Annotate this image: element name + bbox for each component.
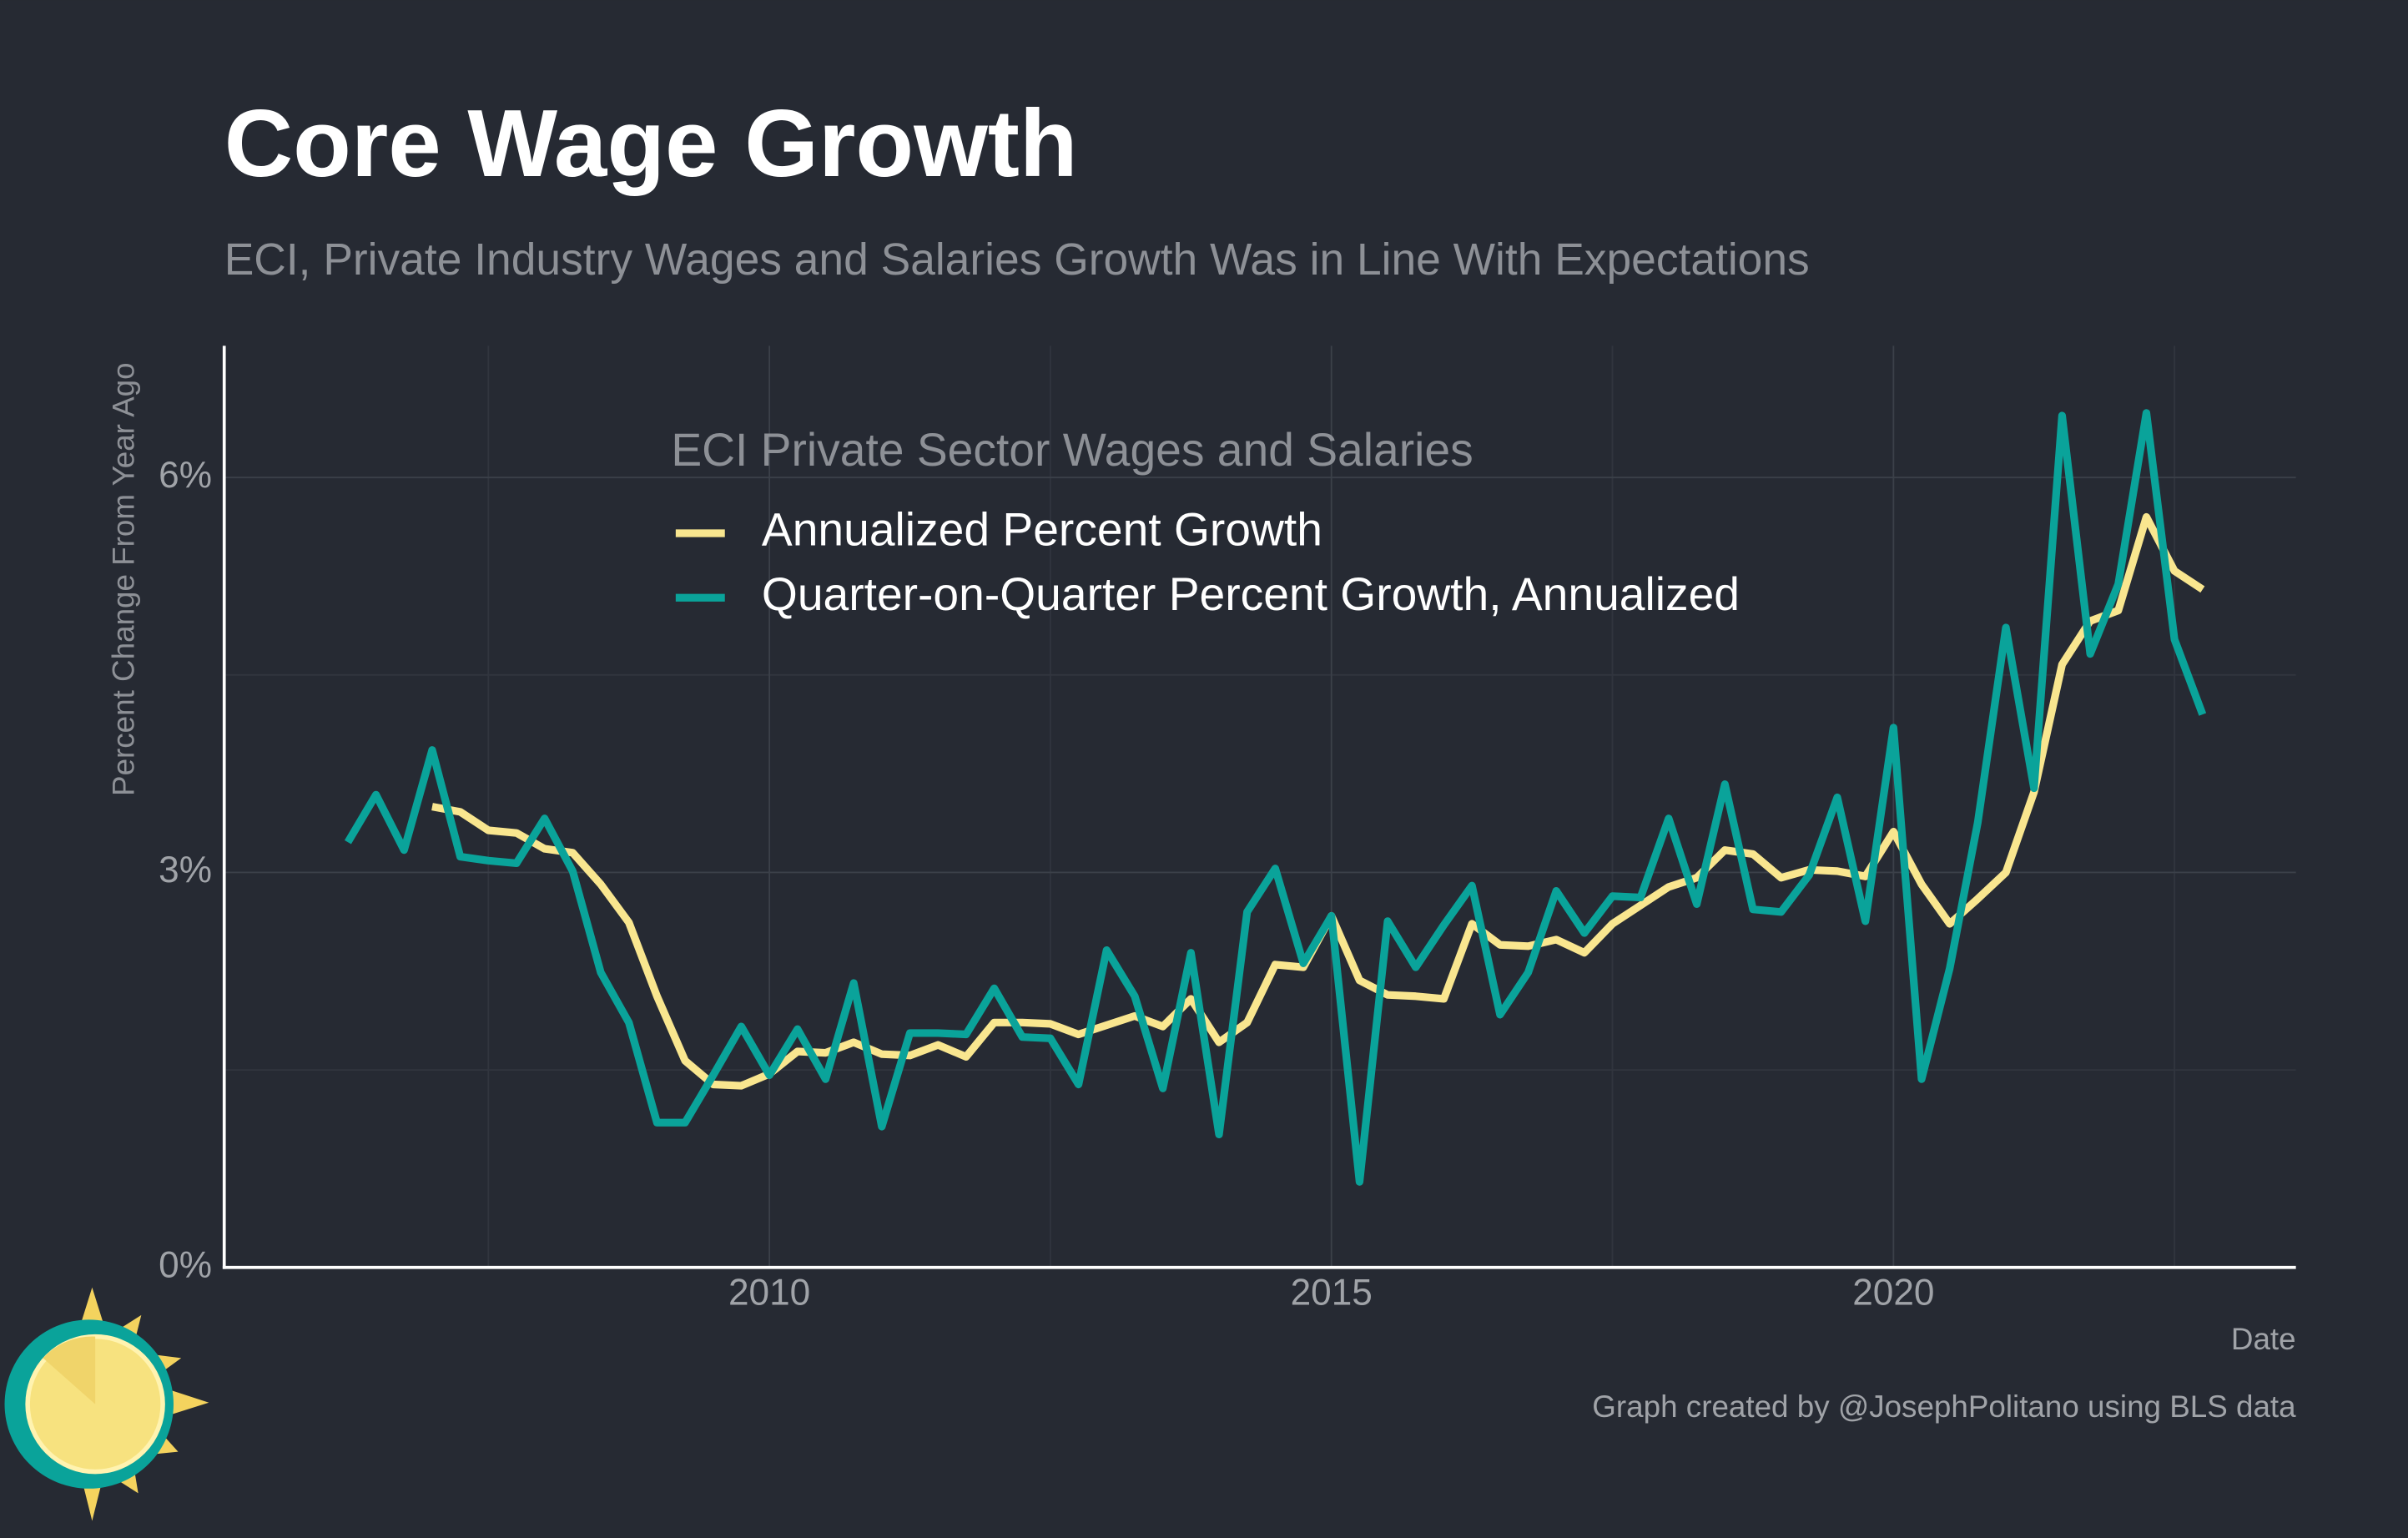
series-line: [344, 409, 2207, 1186]
logo-face: [43, 1336, 96, 1404]
x-tick-label: 2010: [728, 1273, 810, 1314]
logo: [4, 1287, 209, 1521]
y-tick-label: 6%: [159, 455, 212, 496]
caption: Graph created by @JosephPolitano using B…: [1592, 1389, 2296, 1424]
x-axis-label: Date: [2231, 1322, 2296, 1356]
legend: Annualized Percent Growth Quarter-on-Quar…: [675, 504, 1740, 620]
x-tick-label: 2015: [1291, 1273, 1373, 1314]
chart-title: Core Wage Growth: [224, 91, 1078, 197]
x-tick-label: 2020: [1852, 1273, 1934, 1314]
plot-area: 2010 2015 2020 0% 3% 6%: [159, 345, 2296, 1314]
y-tick-label: 3%: [159, 850, 212, 890]
y-tick-label: 0%: [159, 1244, 212, 1285]
legend-label: Annualized Percent Growth: [762, 504, 1322, 556]
legend-label: Quarter-on-Quarter Percent Growth, Annua…: [762, 568, 1740, 620]
y-axis-label: Percent Change From Year Ago: [107, 362, 141, 796]
legend-title: ECI Private Sector Wages and Salaries: [671, 424, 1473, 476]
chart-subtitle: ECI, Private Industry Wages and Salaries…: [224, 235, 1810, 285]
